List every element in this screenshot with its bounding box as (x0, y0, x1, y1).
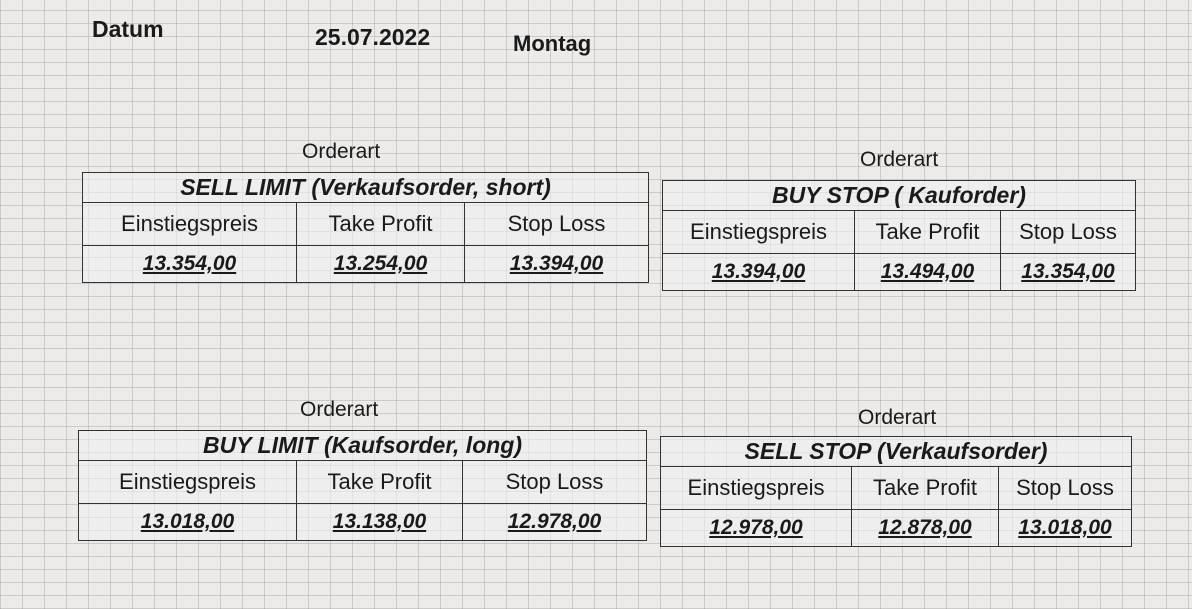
column-header-cell[interactable]: Einstiegspreis (660, 466, 852, 510)
price-value-cell[interactable]: 12.978,00 (462, 503, 647, 541)
order-table: BUY STOP ( Kauforder) Einstiegspreis Take … (662, 180, 1136, 291)
price-value-cell[interactable]: 12.978,00 (660, 509, 852, 547)
price-value-cell[interactable]: 13.018,00 (998, 509, 1132, 547)
weekday-value[interactable]: Montag (513, 31, 592, 56)
orderart-caption[interactable]: Orderart (302, 140, 381, 163)
order-type-title[interactable]: SELL LIMIT (Verkaufsorder, short) (82, 172, 649, 203)
order-type-title[interactable]: BUY LIMIT (Kaufsorder, long) (78, 430, 647, 461)
order-table: BUY LIMIT (Kaufsorder, long) Einstiegspre… (78, 430, 647, 541)
order-type-title[interactable]: BUY STOP ( Kauforder) (662, 180, 1136, 211)
price-value-cell[interactable]: 13.494,00 (854, 253, 1001, 291)
price-value-cell[interactable]: 13.394,00 (662, 253, 855, 291)
column-header-cell[interactable]: Take Profit (296, 202, 465, 246)
column-header-cell[interactable]: Stop Loss (998, 466, 1132, 510)
column-header-cell[interactable]: Einstiegspreis (78, 460, 297, 504)
price-value-cell[interactable]: 13.018,00 (78, 503, 297, 541)
orderart-caption[interactable]: Orderart (858, 406, 937, 429)
order-type-title[interactable]: SELL STOP (Verkaufsorder) (660, 436, 1132, 467)
price-value-cell[interactable]: 13.138,00 (296, 503, 463, 541)
column-header-cell[interactable]: Stop Loss (464, 202, 649, 246)
order-table: SELL STOP (Verkaufsorder) Einstiegspreis T… (660, 436, 1132, 547)
column-header-cell[interactable]: Take Profit (851, 466, 999, 510)
column-header-cell[interactable]: Einstiegspreis (82, 202, 297, 246)
price-value-cell[interactable]: 13.394,00 (464, 245, 649, 283)
column-header-cell[interactable]: Stop Loss (1000, 210, 1136, 254)
date-label[interactable]: Datum (92, 16, 164, 42)
price-value-cell[interactable]: 13.254,00 (296, 245, 465, 283)
orderart-caption[interactable]: Orderart (300, 398, 379, 421)
price-value-cell[interactable]: 12.878,00 (851, 509, 999, 547)
date-value[interactable]: 25.07.2022 (315, 24, 431, 50)
column-header-cell[interactable]: Take Profit (296, 460, 463, 504)
column-header-cell[interactable]: Stop Loss (462, 460, 647, 504)
price-value-cell[interactable]: 13.354,00 (82, 245, 297, 283)
order-table: SELL LIMIT (Verkaufsorder, short) Einstie… (82, 172, 649, 283)
orderart-caption[interactable]: Orderart (860, 148, 939, 171)
price-value-cell[interactable]: 13.354,00 (1000, 253, 1136, 291)
column-header-cell[interactable]: Take Profit (854, 210, 1001, 254)
column-header-cell[interactable]: Einstiegspreis (662, 210, 855, 254)
